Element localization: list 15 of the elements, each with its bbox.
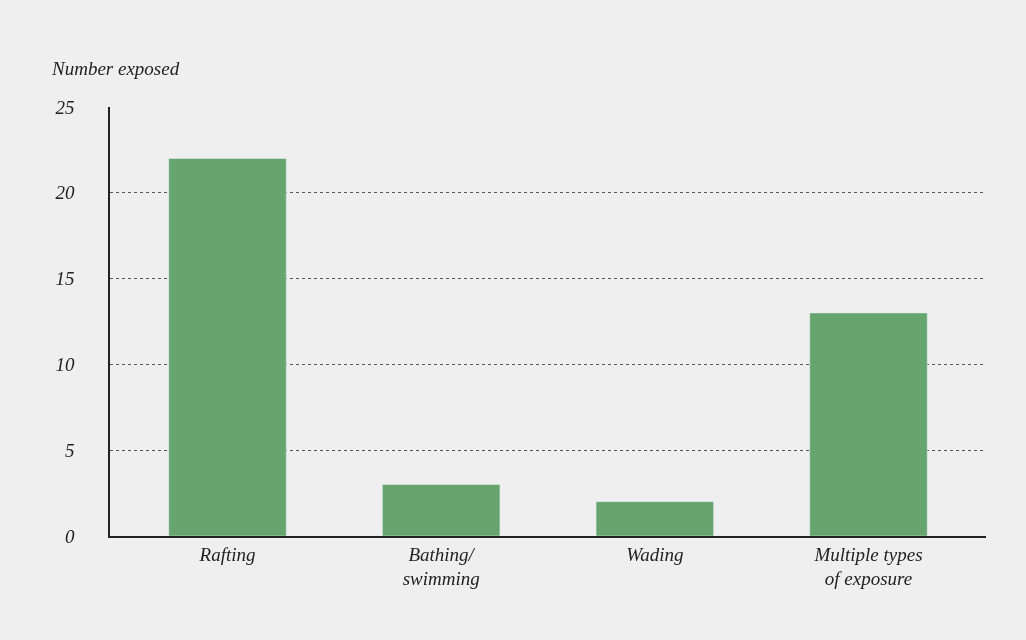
y-tick-label: 5 — [64, 439, 75, 461]
y-tick-label: 0 — [64, 525, 75, 547]
y-tick-label: 15 — [55, 268, 75, 290]
bar — [382, 484, 501, 536]
bar — [809, 312, 928, 536]
x-tick-label: Wading — [626, 543, 684, 565]
bar — [168, 158, 287, 536]
y-tick-label: 25 — [55, 96, 75, 118]
y-tick-label: 10 — [55, 354, 75, 376]
y-tick-label: 20 — [55, 182, 75, 204]
x-tick-label: Bathing/ swimming — [402, 543, 480, 590]
y-axis-title: Number exposed — [51, 58, 180, 79]
bar — [595, 501, 714, 536]
x-tick-label: Rafting — [198, 543, 256, 565]
x-tick-label: Multiple types of exposure — [813, 543, 923, 590]
